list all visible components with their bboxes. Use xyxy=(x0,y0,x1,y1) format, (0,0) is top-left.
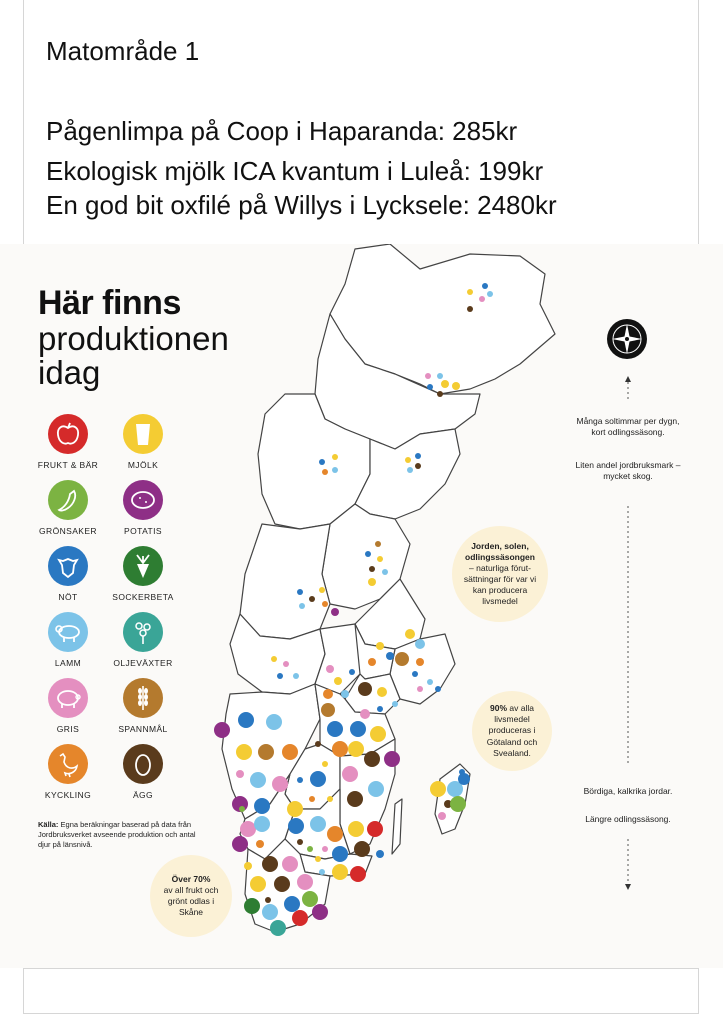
note-line-3: En god bit oxfilé på Willys i Lycksele: … xyxy=(46,190,557,220)
island-oland xyxy=(391,798,403,855)
legend-label: KYCKLING xyxy=(44,790,92,800)
infographic-title: Här finns produktionen idag xyxy=(38,284,229,392)
milk-glass-icon xyxy=(123,414,163,454)
infographic-image: Här finns produktionen idag FRUKT & BÄR … xyxy=(0,244,723,968)
legend-milk: MJÖLK xyxy=(93,414,193,470)
scale-arrow-down-icon xyxy=(625,884,631,890)
legend-oilseed: OLJEVÄXTER xyxy=(93,612,193,668)
legend-label: MJÖLK xyxy=(127,460,159,470)
dot-pig xyxy=(479,296,485,302)
legend-label: FRUKT & BÄR xyxy=(37,460,99,470)
sheep-icon xyxy=(48,612,88,652)
oilseed-icon xyxy=(123,612,163,652)
dot-milk xyxy=(467,289,473,295)
county-vasternorrland xyxy=(354,428,461,520)
note-line-1: Pågenlimpa på Coop i Haparanda: 285kr xyxy=(46,116,518,146)
dot-egg xyxy=(467,306,473,312)
bottom-card xyxy=(23,968,699,1014)
legend-label: GRÖNSAKER xyxy=(39,526,97,536)
legend-pig: GRIS xyxy=(18,678,118,734)
legend-label: POTATIS xyxy=(124,526,162,536)
scale-bottom-text: Bördiga, kalkrika jordar. xyxy=(583,786,673,796)
apple-icon xyxy=(48,414,88,454)
pig-icon xyxy=(48,678,88,718)
grain-icon xyxy=(123,678,163,718)
legend-label: GRIS xyxy=(56,724,80,734)
cow-icon xyxy=(48,546,88,586)
chicken-icon xyxy=(48,744,88,784)
scale-top-text: Många soltimmar per dygn, kort odlingssä… xyxy=(576,416,680,438)
legend-label: ÄGG xyxy=(132,790,154,800)
legend-potato: POTATIS xyxy=(93,480,193,536)
dot-beef xyxy=(482,283,488,289)
scale-arrow-up-icon xyxy=(625,376,631,382)
scale-bottom-text-2: Längre odlingssäsong. xyxy=(585,814,671,824)
bubble-south-text: av all frukt och grönt odlas i Skåne xyxy=(163,884,219,918)
scale-top-text-2: Liten andel jordbruksmark – mycket skog. xyxy=(575,460,681,482)
dot-lamb xyxy=(487,291,493,297)
potato-icon xyxy=(123,480,163,520)
county-dalarna xyxy=(239,523,331,640)
bubble-middle-text: av alla livsmedel produceras i Götaland … xyxy=(486,703,538,758)
note-card xyxy=(23,0,699,244)
legend-vegetables: GRÖNSAKER xyxy=(18,480,118,536)
compass-icon xyxy=(607,319,647,359)
legend-fruit: FRUKT & BÄR xyxy=(18,414,118,470)
legend-label: LAMM xyxy=(54,658,82,668)
source-label: Källa: xyxy=(38,820,59,829)
bubble-middle: 90% av alla livsmedel produceras i Götal… xyxy=(472,691,552,771)
legend-egg: ÄGG xyxy=(93,744,193,800)
egg-icon xyxy=(123,744,163,784)
bubble-south: Över 70% av all frukt och grönt odlas i … xyxy=(150,855,232,937)
bubble-south-heading: Över 70% xyxy=(171,873,211,884)
sugar-beet-icon xyxy=(123,546,163,586)
bubble-north-text: – naturliga förut-sättningar för var vi … xyxy=(463,562,537,607)
production-dots xyxy=(214,283,493,936)
bubble-north: Jorden, solen, odlingssäsongen – naturli… xyxy=(452,526,548,622)
legend-grain: SPANNMÅL xyxy=(93,678,193,734)
note-title: Matområde 1 xyxy=(46,36,200,66)
legend-beef: NÖT xyxy=(18,546,118,602)
note-line-2: Ekologisk mjölk ICA kvantum i Luleå: 199… xyxy=(46,156,544,186)
bubble-middle-heading: 90% xyxy=(490,703,508,714)
bubble-north-heading: Jorden, solen, odlingssäsongen xyxy=(465,540,535,562)
title-line-2: produktionen xyxy=(38,319,229,357)
source-text: Egna beräkningar baserad på data från Jo… xyxy=(38,820,196,850)
legend-label: SPANNMÅL xyxy=(118,724,168,734)
source-note: Källa: Egna beräkningar baserad på data … xyxy=(38,820,208,850)
pepper-icon xyxy=(48,480,88,520)
legend-chicken: KYCKLING xyxy=(18,744,118,800)
legend-label: NÖT xyxy=(58,592,78,602)
title-line-1: Här finns xyxy=(38,284,181,322)
legend-sugar-beet: SOCKERBETA xyxy=(93,546,193,602)
title-line-3: idag xyxy=(38,354,101,392)
legend-label: OLJEVÄXTER xyxy=(113,658,173,668)
legend-label: SOCKERBETA xyxy=(112,592,174,602)
legend-lamb: LAMM xyxy=(18,612,118,668)
sweden-map xyxy=(214,244,647,936)
